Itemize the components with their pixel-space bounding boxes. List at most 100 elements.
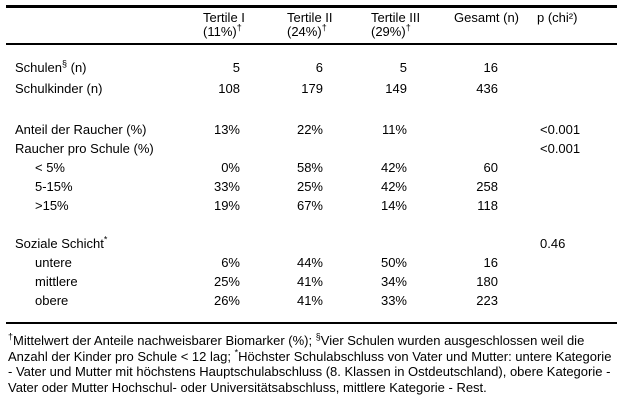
cell-tertile2: 41%: [296, 274, 323, 289]
footnote-text-1: Mittelwert der Anteile nachweisbarer Bio…: [13, 333, 316, 348]
cell-p: [530, 196, 617, 215]
cell-p: <0.001: [540, 141, 581, 156]
cell-gesamt: 16: [483, 255, 498, 270]
cell-gesamt: [447, 120, 530, 139]
footnote-text-2: Vier Schulen wurden ausgeschlossen weil …: [8, 333, 585, 364]
cell-tertile3: 14%: [380, 198, 407, 213]
col-header-tertile2: Tertile II (24%)†: [280, 8, 364, 45]
cell-gesamt: 118: [477, 198, 498, 213]
asterisk-symbol: *: [103, 234, 108, 245]
cell-tertile1: 19%: [213, 198, 240, 213]
dagger-symbol: †: [236, 22, 242, 33]
cell-label: obere: [35, 293, 69, 308]
col-header-line1: p (chi²): [537, 10, 578, 25]
cell-tertile2: 22%: [296, 122, 323, 137]
cell-tertile2: 6: [315, 60, 323, 75]
spacer-row: [6, 99, 617, 120]
col-header-tertile3: Tertile III (29%)†: [364, 8, 447, 45]
results-table: Tertile I (11%)† Tertile II (24%)† Terti…: [6, 8, 617, 322]
cell-p: [530, 57, 617, 78]
row-5-15-prozent: 5-15% 33% 25% 42% 258: [6, 177, 617, 196]
cell-p: [530, 272, 617, 291]
cell-tertile3: [364, 234, 447, 253]
cell-gesamt: 223: [476, 293, 498, 308]
cell-label: Anteil der Raucher (%): [15, 122, 147, 137]
cell-tertile3: 34%: [380, 274, 407, 289]
cell-tertile2: 25%: [296, 179, 323, 194]
col-header-line2: (29%)†: [371, 22, 411, 39]
cell-label: Schulen§ (n): [15, 58, 87, 75]
cell-gesamt: 60: [483, 160, 498, 175]
cell-p: [530, 177, 617, 196]
row-ueber-15-prozent: >15% 19% 67% 14% 118: [6, 196, 617, 215]
row-anteil-raucher: Anteil der Raucher (%) 13% 22% 11% <0.00…: [6, 120, 617, 139]
cell-tertile1: [196, 234, 280, 253]
spacer-row: [6, 310, 617, 322]
dagger-symbol: †: [321, 22, 327, 33]
cell-tertile1: 5: [232, 60, 240, 75]
row-raucher-pro-schule: Raucher pro Schule (%) <0.001: [6, 139, 617, 158]
col-header-line2: (24%)†: [287, 22, 327, 39]
col-header-line1: Tertile II: [287, 10, 333, 25]
cell-tertile2: 67%: [296, 198, 323, 213]
cell-gesamt: 16: [483, 60, 498, 75]
cell-tertile1: 6%: [221, 255, 240, 270]
cell-tertile2: 41%: [296, 293, 323, 308]
cell-gesamt: 180: [476, 274, 498, 289]
section-symbol: §: [61, 58, 67, 69]
cell-label: mittlere: [35, 274, 78, 289]
asterisk-symbol: *: [234, 347, 239, 358]
row-obere: obere 26% 41% 33% 223: [6, 291, 617, 310]
cell-tertile3: 149: [385, 81, 407, 96]
cell-tertile3: 50%: [380, 255, 407, 270]
footnote-text-3: Höchster Schulabschluss von Vater und Mu…: [8, 348, 612, 395]
cell-gesamt: 436: [476, 81, 498, 96]
section-symbol: §: [315, 331, 321, 342]
cell-p: <0.001: [540, 122, 581, 137]
col-header-line1: Tertile III: [371, 10, 421, 25]
cell-label: Schulkinder (n): [15, 81, 103, 96]
cell-p: [530, 253, 617, 272]
cell-p: [530, 158, 617, 177]
cell-label: >15%: [35, 198, 69, 213]
col-header-line1: Gesamt (n): [454, 10, 520, 25]
cell-tertile3: 11%: [381, 122, 407, 137]
cell-gesamt: 258: [476, 179, 498, 194]
cell-gesamt: [447, 139, 530, 158]
cell-tertile2: 179: [301, 81, 323, 96]
row-mittlere: mittlere 25% 41% 34% 180: [6, 272, 617, 291]
cell-tertile3: 33%: [380, 293, 407, 308]
cell-p: [530, 78, 617, 99]
cell-tertile3: [364, 139, 447, 158]
cell-gesamt: [447, 234, 530, 253]
cell-tertile2: [280, 139, 364, 158]
cell-p: 0.46: [540, 236, 566, 251]
cell-tertile1: 13%: [213, 122, 240, 137]
cell-tertile3: 42%: [380, 179, 407, 194]
header-row: Tertile I (11%)† Tertile II (24%)† Terti…: [6, 8, 617, 45]
cell-label: 5-15%: [35, 179, 73, 194]
row-schulkinder: Schulkinder (n) 108 179 149 436: [6, 78, 617, 99]
row-schulen: Schulen§ (n) 5 6 5 16: [6, 57, 617, 78]
cell-tertile1: 26%: [213, 293, 240, 308]
cell-tertile1: 0%: [221, 160, 240, 175]
cell-label: < 5%: [35, 160, 65, 175]
col-header-empty: [6, 8, 196, 45]
cell-tertile2: [280, 234, 364, 253]
cell-tertile2: 44%: [296, 255, 323, 270]
row-soziale-schicht: Soziale Schicht* 0.46: [6, 234, 617, 253]
cell-label: Raucher pro Schule (%): [15, 141, 154, 156]
col-header-line1: Tertile I: [203, 10, 245, 25]
cell-label: untere: [35, 255, 72, 270]
results-table-box: Tertile I (11%)† Tertile II (24%)† Terti…: [6, 5, 617, 324]
cell-tertile2: 58%: [296, 160, 323, 175]
col-header-tertile1: Tertile I (11%)†: [196, 8, 280, 45]
row-unter-5-prozent: < 5% 0% 58% 42% 60: [6, 158, 617, 177]
cell-tertile3: 42%: [380, 160, 407, 175]
col-header-gesamt: Gesamt (n): [447, 8, 530, 45]
spacer-row: [6, 44, 617, 57]
dagger-symbol: †: [405, 22, 411, 33]
cell-tertile1: [196, 139, 280, 158]
cell-tertile1: 33%: [213, 179, 240, 194]
dagger-symbol: †: [8, 331, 14, 342]
